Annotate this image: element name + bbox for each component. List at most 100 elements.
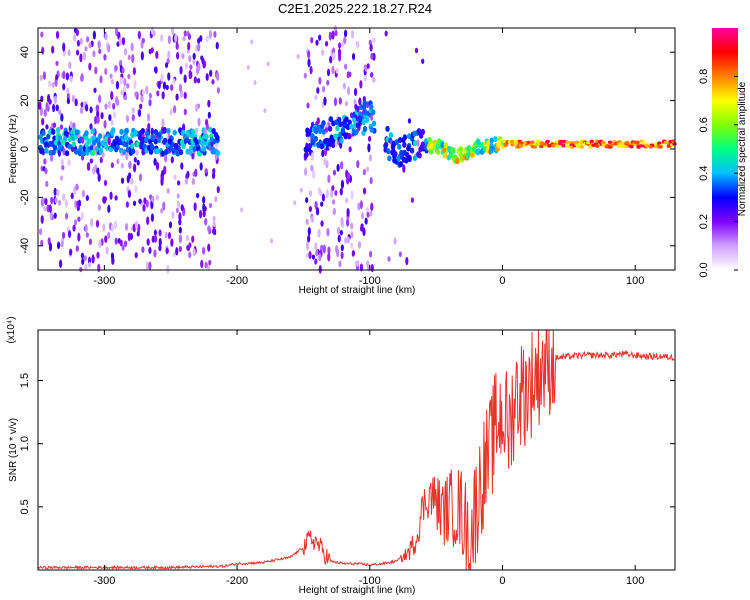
spectrogram-cell [589, 139, 594, 144]
spectrogram-cell [80, 252, 85, 260]
spectrogram-cell [624, 144, 629, 149]
spectrogram-cell [124, 141, 129, 148]
spectrogram-cell [208, 126, 213, 133]
spectrogram-cell [188, 145, 194, 152]
spectrogram-cell [337, 234, 341, 243]
spectrogram-cell [321, 49, 325, 56]
spectrogram-cell [150, 144, 155, 151]
spectrogram-cell [176, 200, 181, 209]
spectrogram-cell [74, 200, 78, 209]
spectrogram-cell [658, 145, 663, 149]
spectrogram-cell [190, 128, 196, 135]
spectrogram-cell [186, 170, 190, 179]
snr-panel: -300 -200 -100 0 100 0.5 1.0 1.5 Height of str… [6, 316, 676, 596]
spectrogram-cell [162, 81, 167, 90]
spectrogram-cell [140, 127, 146, 134]
spectrogram-cell [176, 193, 180, 199]
spectrogram-cell [636, 145, 641, 149]
spectrogram-cell [103, 119, 107, 129]
spectrogram-cell [155, 50, 159, 59]
spectrogram-cell [314, 258, 318, 265]
spectrogram-cell [613, 141, 618, 146]
spectrogram-cell [306, 130, 311, 137]
spectrogram-cell [346, 236, 350, 244]
spectrogram-cell [304, 167, 308, 177]
spectrogram-cell [366, 63, 370, 69]
spectrogram-cell [63, 130, 69, 137]
spectrogram-cell [369, 210, 373, 217]
spectrogram-cell [561, 143, 566, 148]
spectrogram-cell [340, 216, 344, 226]
spectrogram-cell [212, 215, 216, 222]
spectrogram-cell [48, 80, 52, 88]
spectrogram-cell [171, 147, 176, 154]
spectrogram-cell [132, 200, 137, 207]
snr-multiplier: (x10⁴) [6, 316, 17, 343]
spectrogram-cell [132, 67, 136, 76]
spectrogram-cell [160, 73, 164, 82]
spectrogram-cell [331, 199, 336, 205]
spectrogram-cell [215, 142, 219, 150]
spectrogram-cell [393, 237, 397, 245]
spectrogram-cell [211, 171, 216, 180]
spectrogram-cell [361, 119, 366, 126]
spectrogram-cell [40, 31, 44, 38]
spectrogram-cell [168, 221, 173, 229]
spectrogram-cell [113, 220, 118, 230]
spectrogram-cell [317, 127, 323, 134]
spectrogram-cell [84, 224, 88, 233]
spectrogram-cell [114, 237, 118, 245]
spectrogram-cell [519, 141, 524, 145]
spectrogram-cell [90, 128, 95, 135]
spectrogram-cell [307, 50, 311, 59]
spectrogram-cell [146, 113, 151, 122]
spectrogram-cell [329, 55, 333, 64]
spectrogram-cell [64, 212, 69, 220]
spectrogram-cell [211, 228, 216, 235]
spectrogram-x-tick-label: 0 [499, 275, 505, 287]
spectrogram-cell [178, 245, 182, 253]
spectrogram-cell [167, 50, 171, 59]
spectrogram-cell [369, 176, 373, 185]
spectrogram-cell [179, 66, 183, 75]
spectrogram-cell [330, 189, 334, 198]
spectrogram-cell [127, 54, 131, 61]
spectrogram-cell [208, 202, 213, 209]
spectrogram-cell [79, 53, 83, 63]
spectrogram-cell [216, 186, 220, 194]
spectrogram-cell [323, 96, 327, 106]
spectrogram-cell [398, 251, 402, 258]
spectrogram-cell [178, 212, 182, 222]
spectrogram-cell [62, 42, 66, 52]
spectrogram-cell [58, 109, 62, 116]
spectrogram-cell [45, 180, 49, 188]
colorbar-tick-label: 0.6 [698, 117, 710, 132]
spectrogram-cell [110, 252, 115, 260]
spectrogram-cell [322, 244, 326, 254]
spectrogram-cells [38, 25, 677, 274]
spectrogram-cell [475, 149, 481, 156]
spectrogram-cell [166, 264, 170, 274]
spectrogram-cell [189, 64, 193, 70]
spectrogram-cell [213, 131, 219, 138]
spectrogram-cell [135, 149, 139, 156]
spectrogram-cell [88, 42, 92, 49]
spectrogram-cell [489, 137, 494, 144]
spectrogram-cell [182, 36, 186, 42]
spectrogram-cell [192, 248, 196, 257]
spectrogram-cell [55, 74, 59, 81]
spectrogram-cell [321, 149, 325, 158]
spectrogram-cell [336, 248, 340, 258]
spectrogram-cell [344, 197, 349, 204]
spectrogram-cell [96, 141, 102, 148]
spectrogram-cell [448, 152, 454, 159]
spectrogram-cell [40, 239, 44, 247]
spectrogram-cell [53, 95, 57, 105]
spectrogram-cell [94, 145, 100, 152]
spectrogram-cell [450, 147, 456, 154]
spectrogram-cell [385, 125, 390, 132]
spectrogram-cell [133, 157, 137, 163]
spectrogram-cell [140, 95, 144, 103]
spectrogram-cell [73, 33, 77, 42]
